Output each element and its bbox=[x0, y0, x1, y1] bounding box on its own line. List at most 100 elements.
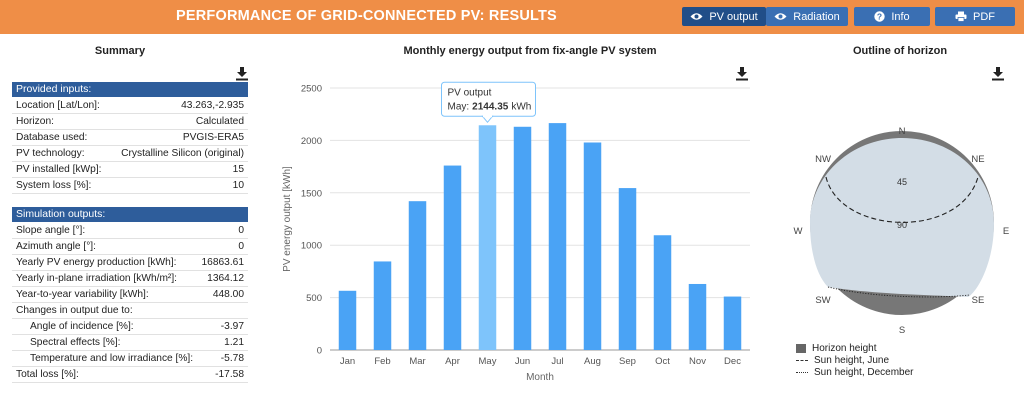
x-axis-label: Month bbox=[526, 372, 554, 383]
summary-row: PV installed [kWp]: 15 bbox=[12, 162, 248, 178]
summary-row-value: Crystalline Silicon (original) bbox=[121, 148, 244, 159]
pv-output-button[interactable]: PV output bbox=[682, 7, 766, 26]
horizon-title: Outline of horizon bbox=[852, 45, 948, 57]
horizon-legend: Horizon height Sun height, June Sun heig… bbox=[796, 342, 914, 378]
compass-sw: SW bbox=[815, 295, 830, 306]
summary-row-value: 0 bbox=[238, 241, 244, 252]
x-tick-label: Jun bbox=[515, 356, 530, 367]
x-tick-label: Mar bbox=[409, 356, 425, 367]
y-tick-label: 2500 bbox=[301, 84, 322, 95]
x-tick-label: Aug bbox=[584, 356, 601, 367]
top-bar: PERFORMANCE OF GRID-CONNECTED PV: RESULT… bbox=[0, 0, 1024, 34]
bar-apr bbox=[443, 165, 462, 350]
ring-label-90: 90 bbox=[897, 220, 907, 230]
summary-row-label: Horizon: bbox=[16, 116, 54, 127]
sky-area bbox=[810, 138, 994, 297]
tooltip-unit: kWh bbox=[511, 101, 531, 112]
x-tick-label: May bbox=[479, 356, 497, 367]
summary-row: System loss [%]: 10 bbox=[12, 178, 248, 194]
download-summary-icon[interactable] bbox=[236, 67, 248, 81]
radiation-button[interactable]: Radiation bbox=[766, 7, 848, 26]
bar-dec bbox=[723, 296, 742, 350]
summary-row-label: Total loss [%]: bbox=[16, 369, 79, 380]
summary-row-value: -17.58 bbox=[215, 369, 244, 380]
provided-inputs-header: Provided inputs: bbox=[12, 82, 248, 97]
bar-jun bbox=[513, 126, 532, 350]
summary-row: Location [Lat/Lon]: 43.263,-2.935 bbox=[12, 98, 248, 114]
summary-row-label: Yearly PV energy production [kWh]: bbox=[16, 257, 177, 268]
summary-row-value: -5.78 bbox=[220, 353, 244, 364]
bar-oct bbox=[653, 235, 672, 350]
pdf-button-label: PDF bbox=[973, 10, 995, 23]
summary-row: Spectral effects [%]: 1.21 bbox=[12, 335, 248, 351]
monthly-output-chart: 0 500 1000 1500 2000 2500 Jan Feb Mar Apr May Jun Ju… bbox=[270, 70, 770, 390]
summary-row-label: Location [Lat/Lon]: bbox=[16, 100, 100, 111]
compass-n: N bbox=[899, 126, 906, 137]
summary-row: Total loss [%]: -17.58 bbox=[12, 367, 248, 383]
summary-row-value: PVGIS-ERA5 bbox=[182, 132, 244, 143]
tooltip-value: 2144.35 bbox=[472, 101, 509, 112]
summary-row-label: PV installed [kWp]: bbox=[16, 164, 102, 175]
summary-row-value: 0 bbox=[238, 225, 244, 236]
summary-row: Azimuth angle [°]: 0 bbox=[12, 239, 248, 255]
summary-row-value: 10 bbox=[232, 180, 244, 191]
summary-row: Database used: PVGIS-ERA5 bbox=[12, 130, 248, 146]
x-tick-label: Apr bbox=[445, 356, 460, 367]
summary-row: Year-to-year variability [kWh]: 448.00 bbox=[12, 287, 248, 303]
summary-row-label: Database used: bbox=[16, 132, 88, 143]
summary-row-label: Changes in output due to: bbox=[16, 305, 133, 316]
summary-row: Slope angle [°]: 0 bbox=[12, 223, 248, 239]
compass-se: SE bbox=[972, 295, 985, 306]
bar-feb bbox=[373, 261, 392, 350]
svg-text:?: ? bbox=[877, 12, 882, 22]
download-horizon-icon[interactable] bbox=[992, 67, 1004, 81]
summary-title: Summary bbox=[94, 45, 146, 57]
radiation-button-label: Radiation bbox=[793, 10, 840, 23]
summary-row-label: Azimuth angle [°]: bbox=[16, 241, 96, 252]
bar-aug bbox=[583, 142, 602, 350]
summary-row-value: Calculated bbox=[195, 116, 244, 127]
x-tick-label: Oct bbox=[655, 356, 670, 367]
square-swatch-icon bbox=[796, 343, 806, 353]
compass-s: S bbox=[899, 325, 905, 336]
ring-label-45: 45 bbox=[897, 177, 907, 187]
summary-row-label: Year-to-year variability [kWh]: bbox=[16, 289, 149, 300]
dashed-line-icon bbox=[796, 359, 808, 361]
summary-row-label: Slope angle [°]: bbox=[16, 225, 86, 236]
y-tick-label: 500 bbox=[306, 293, 322, 304]
compass-ne: NE bbox=[971, 154, 984, 165]
summary-row-label: PV technology: bbox=[16, 148, 85, 159]
summary-row-label: Yearly in-plane irradiation [kWh/m²]: bbox=[16, 273, 177, 284]
summary-row: Horizon: Calculated bbox=[12, 114, 248, 130]
tooltip-series: PV output bbox=[448, 87, 492, 98]
dotted-line-icon bbox=[796, 371, 808, 373]
summary-row: Angle of incidence [%]: -3.97 bbox=[12, 319, 248, 335]
y-axis-label: PV energy output [kWh] bbox=[282, 166, 293, 272]
summary-row: PV technology: Crystalline Silicon (origi… bbox=[12, 146, 248, 162]
compass-e: E bbox=[1003, 226, 1009, 237]
simulation-outputs-header: Simulation outputs: bbox=[12, 207, 248, 222]
pv-output-button-label: PV output bbox=[709, 10, 758, 23]
summary-row-value: 1364.12 bbox=[207, 273, 244, 284]
tooltip-label: May: bbox=[448, 101, 470, 112]
summary-row-label: System loss [%]: bbox=[16, 180, 92, 191]
summary-row-value: -3.97 bbox=[220, 321, 244, 332]
horizon-svg: 45 90 N NE E SE S SW W NW bbox=[794, 126, 1010, 336]
x-tick-label: Sep bbox=[619, 356, 636, 367]
download-chart-icon[interactable] bbox=[736, 67, 748, 81]
info-button[interactable]: ? Info bbox=[854, 7, 930, 26]
page-title: PERFORMANCE OF GRID-CONNECTED PV: RESULT… bbox=[176, 8, 557, 24]
x-tick-label: Feb bbox=[374, 356, 390, 367]
pdf-button[interactable]: PDF bbox=[935, 7, 1015, 26]
summary-row-label: Spectral effects [%]: bbox=[30, 337, 121, 348]
summary-row: Temperature and low irradiance [%]: -5.78 bbox=[12, 351, 248, 367]
x-tick-label: Nov bbox=[689, 356, 706, 367]
y-tick-label: 1500 bbox=[301, 188, 322, 199]
y-tick-label: 0 bbox=[317, 346, 322, 357]
info-button-label: Info bbox=[891, 10, 910, 23]
y-tick-label: 1000 bbox=[301, 241, 322, 252]
bar-chart-svg: 0 500 1000 1500 2000 2500 Jan Feb Mar Apr May Jun Ju… bbox=[282, 81, 750, 383]
summary-row-value: 15 bbox=[232, 164, 244, 175]
question-circle-icon: ? bbox=[874, 11, 886, 22]
chart-title: Monthly energy output from fix-angle PV … bbox=[403, 45, 657, 57]
